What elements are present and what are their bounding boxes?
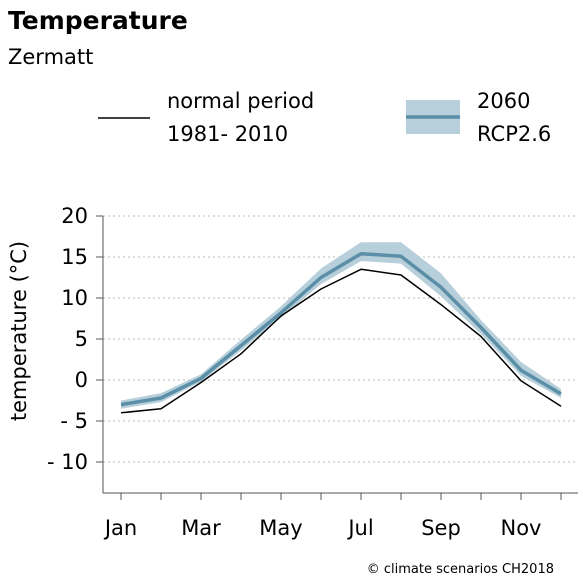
y-tick-label: 15: [61, 245, 88, 269]
y-ticks: 20 15 10 5 0 - 5 - 10: [47, 204, 103, 474]
y-tick-label: 5: [75, 327, 88, 351]
x-tick-label: Sep: [421, 516, 461, 540]
x-tick-label: Nov: [501, 516, 542, 540]
series-lines: [120, 251, 562, 414]
y-tick-label: 10: [61, 286, 88, 310]
y-tick-label: - 10: [47, 450, 88, 474]
chart-subtitle: Zermatt: [8, 45, 93, 69]
legend-scenario-label-1: 2060: [477, 89, 530, 113]
y-tick-label: 0: [75, 368, 88, 392]
axes: [102, 216, 578, 494]
legend-scenario-label-2: RCP2.6: [477, 122, 551, 146]
normal-period-line: [120, 268, 562, 414]
x-tick-label: Mar: [181, 516, 221, 540]
x-tick-label: Jan: [103, 516, 137, 540]
x-ticks: Jan Mar May Jul Sep Nov: [103, 493, 562, 540]
grid-lines: [103, 215, 578, 463]
chart-title: Temperature: [8, 6, 188, 35]
legend-normal-label-2: 1981- 2010: [167, 122, 288, 146]
legend-normal-label-1: normal period: [167, 89, 314, 113]
scenario-band-group: [121, 242, 561, 409]
credit-text: © climate scenarios CH2018: [367, 562, 554, 577]
x-tick-label: May: [259, 516, 302, 540]
y-axis-label: temperature (°C): [7, 241, 31, 421]
y-tick-label: - 5: [60, 409, 88, 433]
y-tick-label: 20: [61, 204, 88, 228]
legend: normal period 1981- 2010 2060 RCP2.6: [98, 89, 551, 146]
scenario-range-band: [121, 242, 561, 409]
scenario-median-line: [120, 251, 562, 407]
x-tick-label: Jul: [346, 516, 373, 540]
